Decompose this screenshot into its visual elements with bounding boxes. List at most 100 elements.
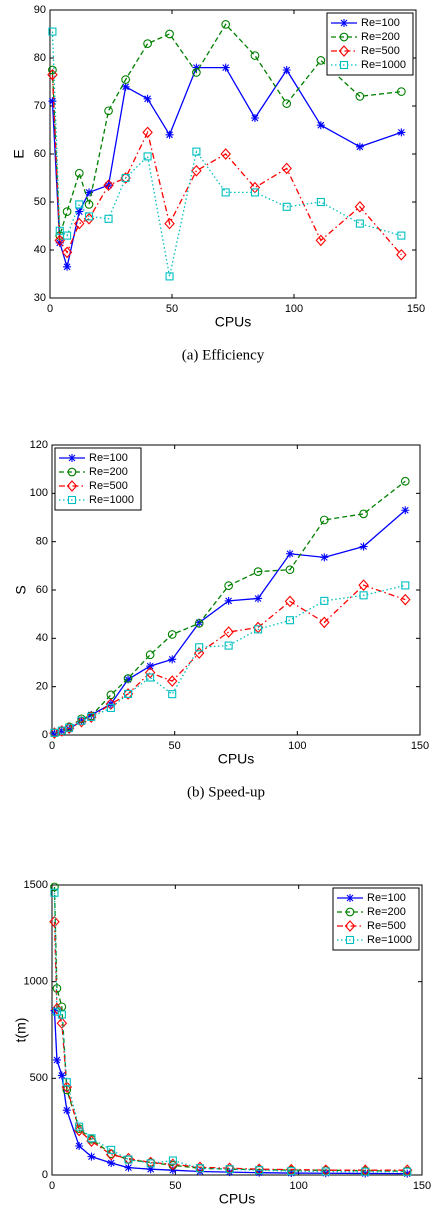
legend-label: Re=500 — [89, 480, 128, 492]
legend-label: Re=500 — [361, 45, 400, 57]
caption: (a) Efficiency — [182, 347, 265, 363]
marker — [359, 509, 368, 519]
marker — [355, 142, 364, 151]
marker — [400, 593, 411, 606]
marker — [400, 476, 410, 486]
marker — [123, 674, 133, 683]
marker — [339, 32, 349, 42]
marker — [194, 618, 204, 628]
legend: Re=100 Re=200 Re=500 Re=1000 — [54, 447, 142, 511]
x-tick-label: 100 — [285, 303, 303, 315]
y-tick-label: 80 — [34, 52, 46, 64]
marker — [56, 1017, 68, 1030]
marker — [77, 716, 86, 725]
marker — [165, 29, 174, 39]
marker — [164, 217, 175, 230]
marker — [104, 214, 113, 223]
y-tick-label: 0 — [42, 729, 48, 741]
marker — [143, 152, 152, 161]
y-tick-label: 1000 — [24, 976, 48, 988]
y-axis-label: E — [11, 149, 27, 158]
marker — [321, 1167, 330, 1176]
marker — [282, 99, 292, 108]
marker — [63, 231, 72, 240]
marker — [75, 1142, 84, 1150]
y-axis-label: S — [13, 585, 29, 594]
marker — [107, 1145, 116, 1154]
chart-panel: 0 50 100 150050010001500CPUst(m)Re=100Re=20… — [13, 879, 431, 1207]
marker — [396, 248, 407, 261]
marker — [87, 712, 96, 721]
marker — [87, 1134, 96, 1143]
marker — [65, 723, 74, 732]
marker — [250, 51, 260, 60]
series-line — [51, 74, 402, 256]
marker — [401, 581, 410, 590]
marker — [124, 675, 133, 684]
marker — [359, 542, 368, 551]
x-tick-label: 0 — [49, 740, 55, 752]
marker — [285, 565, 295, 575]
chart-panel: 0 50 100 150 30 40 50 60 70 80 90 CPUs E (a) Efficien… — [11, 4, 425, 364]
marker — [397, 231, 406, 240]
x-tick-label: 0 — [47, 303, 53, 315]
marker — [224, 641, 233, 650]
marker — [345, 907, 355, 917]
legend-label: Re=200 — [367, 906, 406, 918]
marker — [165, 272, 174, 281]
legend-label: Re=200 — [89, 466, 128, 478]
marker — [316, 56, 326, 65]
marker — [191, 164, 202, 177]
y-tick-label: 100 — [30, 487, 48, 499]
legend-label: Re=100 — [89, 452, 128, 464]
x-tick-label: 150 — [413, 1180, 431, 1192]
marker — [67, 495, 77, 505]
marker — [253, 567, 263, 576]
marker — [124, 1163, 133, 1172]
marker — [52, 1007, 61, 1016]
x-axis-label: CPUs — [215, 314, 252, 330]
legend-label: Re=200 — [361, 31, 400, 43]
marker — [315, 234, 327, 247]
series-line — [51, 23, 402, 236]
marker — [250, 114, 259, 122]
marker — [285, 616, 295, 625]
series-line — [51, 66, 402, 270]
marker — [104, 106, 113, 116]
marker — [106, 690, 116, 700]
y-tick-label: 40 — [34, 244, 46, 256]
x-tick-label: 50 — [166, 303, 178, 315]
x-tick-label: 50 — [169, 1180, 181, 1192]
marker — [316, 121, 325, 130]
marker — [87, 710, 96, 719]
marker — [355, 219, 364, 228]
legend: Re=100 Re=200 Re=500 Re=1000 — [326, 12, 414, 76]
marker — [223, 626, 234, 638]
marker — [346, 894, 354, 902]
marker — [105, 698, 117, 710]
series-line — [54, 584, 406, 734]
marker — [345, 935, 355, 945]
marker — [57, 1010, 66, 1019]
marker — [320, 553, 329, 562]
marker — [338, 45, 350, 57]
marker — [397, 87, 406, 96]
legend-label: Re=1000 — [367, 934, 412, 946]
plot-frame — [51, 884, 423, 1176]
marker — [85, 188, 94, 197]
marker — [221, 20, 231, 29]
marker — [50, 729, 59, 738]
y-tick-label: 70 — [34, 100, 46, 112]
marker — [107, 1159, 116, 1168]
marker — [397, 128, 406, 137]
marker — [84, 200, 94, 209]
marker — [287, 1167, 296, 1176]
x-tick-label: 150 — [411, 740, 429, 752]
marker — [124, 1155, 133, 1164]
marker — [47, 68, 58, 81]
y-tick-label: 60 — [36, 584, 48, 596]
x-tick-label: 50 — [169, 740, 181, 752]
legend-label: Re=100 — [367, 892, 406, 904]
marker — [287, 1169, 296, 1178]
